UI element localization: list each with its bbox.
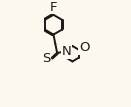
Text: O: O [79, 41, 89, 54]
Text: N: N [61, 45, 71, 58]
Text: S: S [42, 52, 50, 65]
Text: F: F [50, 1, 57, 14]
